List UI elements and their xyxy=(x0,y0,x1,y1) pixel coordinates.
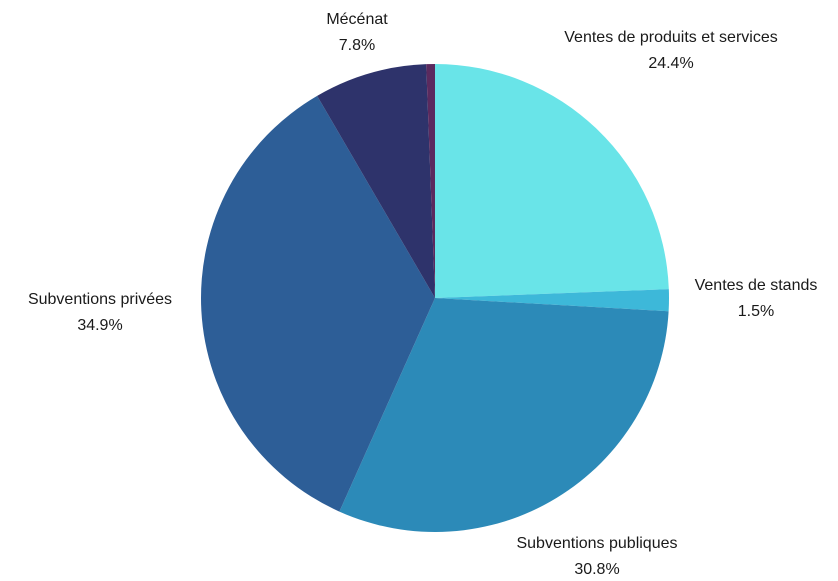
slice-label: Ventes de produits et services xyxy=(564,29,777,46)
slice-label: Mécénat xyxy=(326,11,388,28)
slice-percent-label: 30.8% xyxy=(574,561,619,578)
slice-label: Ventes de stands xyxy=(695,277,818,294)
pie-slice-m-c-nat xyxy=(317,64,435,298)
slice-percent-label: 34.9% xyxy=(77,317,122,334)
slice-percent-label: 24.4% xyxy=(648,55,693,72)
pie-slice-ventes-de-stands xyxy=(435,289,669,312)
slice-label: Subventions publiques xyxy=(516,535,677,552)
pie-slice-subventions-priv-es xyxy=(201,95,435,512)
pie-slice-ventes-de-produits-et-services xyxy=(435,64,669,298)
pie-slice-subventions-publiques xyxy=(339,298,669,532)
pie-labels: Ventes de produits et services 24.4% Vente… xyxy=(28,11,817,578)
slice-percent-label: 1.5% xyxy=(738,303,774,320)
slice-label: Subventions privées xyxy=(28,291,172,308)
pie-slices xyxy=(201,64,669,532)
slice-percent-label: 7.8% xyxy=(339,37,375,54)
pie-slice-other xyxy=(426,64,435,298)
